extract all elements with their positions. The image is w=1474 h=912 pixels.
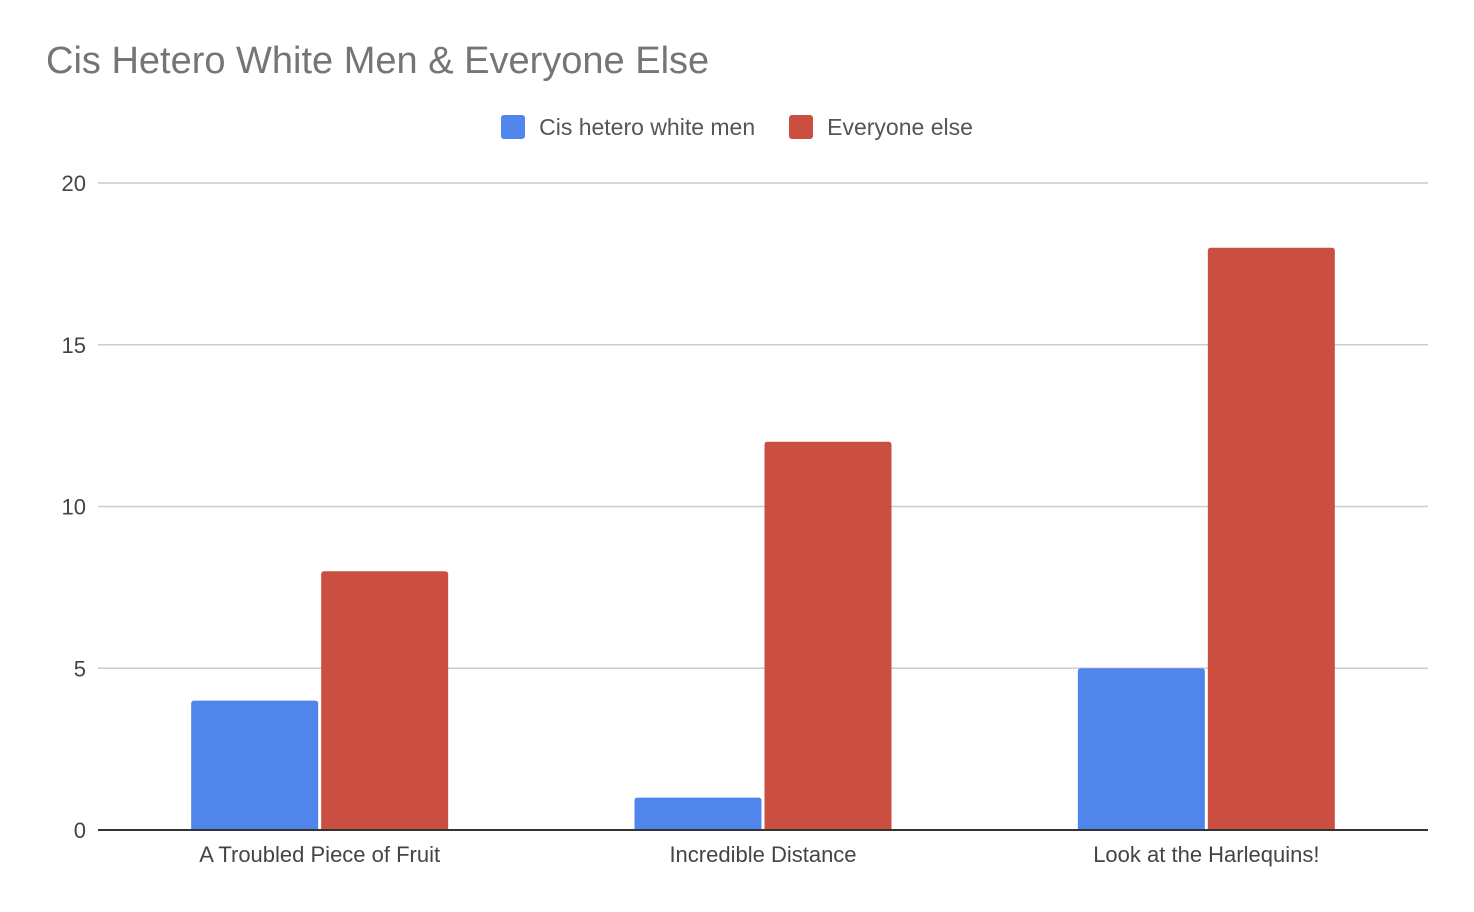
legend: Cis hetero white men Everyone else	[0, 111, 1474, 143]
bar-series-1-category-3	[1077, 668, 1205, 830]
legend-item-series-1: Cis hetero white men	[501, 114, 755, 141]
bar-series-2-category-1	[321, 571, 449, 830]
bar-series-2-category-2	[764, 441, 892, 830]
legend-swatch-series-2	[789, 115, 814, 139]
y-tick-label-15: 15	[62, 333, 86, 358]
y-tick-label-5: 5	[74, 656, 86, 681]
x-tick-label-category-2: Incredible Distance	[669, 842, 856, 867]
x-tick-label-category-1: A Troubled Piece of Fruit	[199, 842, 440, 867]
legend-label-series-2: Everyone else	[827, 113, 973, 140]
legend-swatch-series-1	[501, 115, 526, 139]
bar-series-2-category-3	[1207, 247, 1335, 830]
y-tick-label-20: 20	[62, 171, 86, 196]
legend-label-series-1: Cis hetero white men	[539, 113, 756, 140]
x-tick-label-category-3: Look at the Harlequins!	[1093, 842, 1319, 867]
bar-series-1-category-2	[634, 797, 762, 830]
bar-series-1-category-1	[191, 700, 319, 830]
legend-item-series-2: Everyone else	[789, 114, 973, 141]
chart-title: Cis Hetero White Men & Everyone Else	[46, 40, 710, 82]
y-tick-label-0: 0	[74, 818, 86, 843]
y-tick-label-10: 10	[62, 495, 86, 520]
